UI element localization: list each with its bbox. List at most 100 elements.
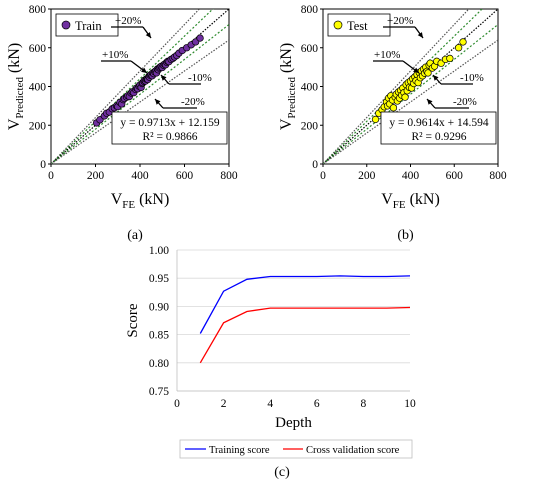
- x-tick-label: 400: [131, 170, 149, 182]
- y-tick-label: 400: [301, 82, 319, 94]
- data-points: [92, 34, 204, 127]
- plus-10-line: [323, 9, 483, 164]
- y-axis-label: VPredicted (kN): [6, 43, 26, 130]
- y-tick-label: 800: [29, 4, 47, 16]
- band-annotations: +20% +10% -10% -20%: [373, 15, 484, 109]
- arrowhead: [417, 32, 423, 38]
- legend: Train: [55, 13, 119, 37]
- x-tick-label: 600: [446, 170, 464, 182]
- band-label: -20%: [453, 96, 477, 108]
- band-label: +20%: [115, 15, 141, 27]
- legend-marker: [333, 20, 343, 30]
- data-point: [196, 34, 204, 42]
- arrowhead: [161, 75, 167, 81]
- band-label: -20%: [181, 96, 205, 108]
- y-tick-label: 800: [301, 4, 319, 16]
- y-axis-label: Score: [125, 303, 141, 337]
- x-tick-label: 6: [314, 398, 320, 410]
- regression-equation: y = 0.9713x + 12.159: [120, 117, 219, 129]
- arrowhead: [141, 67, 147, 73]
- data-point: [401, 93, 409, 101]
- scatter-panel-a: 0 200 400 600 800 0 200 400 600 800 Train y = 0.971…: [6, 4, 238, 243]
- band-annotations: +20% +10% -10% -20%: [101, 15, 212, 109]
- legend-label: Test: [347, 19, 368, 33]
- legend-box: [327, 13, 391, 37]
- arrowhead: [427, 99, 433, 105]
- x-tick-label: 600: [176, 170, 194, 182]
- y-tick-label: 0.75: [149, 386, 169, 398]
- reference-lines: [323, 9, 498, 164]
- x-tick-label: 800: [220, 170, 238, 182]
- regression-box: y = 0.9614x + 14.594 R² = 0.9296: [380, 111, 497, 145]
- arrowhead: [413, 67, 419, 73]
- y-tick-label: 600: [301, 43, 319, 55]
- y-tick-label: 0.80: [149, 358, 169, 370]
- y-tick-label: 0.85: [149, 330, 169, 342]
- plus-10-line: [51, 9, 214, 164]
- y-axis-label: VPredicted (kN): [278, 43, 298, 130]
- panel-label: (c): [274, 465, 290, 480]
- x-axis-label: VFE (kN): [111, 191, 170, 211]
- legend-marker: [61, 20, 71, 30]
- minus-10-line: [323, 24, 498, 164]
- training-score-line: [199, 275, 411, 334]
- data-point: [446, 54, 454, 63]
- legend-label-training: Training score: [209, 445, 270, 456]
- minus-20-line: [51, 39, 229, 164]
- regression-frame: [380, 111, 497, 145]
- y-tick-label: 0.95: [149, 273, 169, 285]
- legend-label-cv: Cross validation score: [306, 445, 400, 456]
- y-tick-label: 1.00: [149, 245, 169, 257]
- regression-r2: R² = 0.9296: [412, 131, 467, 143]
- regression-box: y = 0.9713x + 12.159 R² = 0.9866: [111, 111, 228, 145]
- band-label: +10%: [102, 49, 128, 61]
- data-point: [424, 69, 432, 77]
- y-tick-label: 200: [301, 120, 319, 132]
- data-point: [454, 44, 463, 52]
- panel-label: (b): [397, 228, 414, 243]
- plus-20-line: [323, 9, 470, 164]
- legend: Training score Cross validation score: [179, 439, 413, 459]
- band-label: -10%: [460, 72, 484, 84]
- legend-box: [55, 13, 119, 37]
- data-point: [389, 104, 398, 112]
- y-tick-label: 600: [29, 43, 47, 55]
- x-tick-label: 2: [221, 398, 227, 410]
- line-panel-c: 0.75 0.80 0.85 0.90 0.95 1.00 0 2 4 6 8 10 Depth Scor…: [125, 245, 416, 480]
- panel-label: (a): [127, 228, 143, 243]
- arrowhead: [433, 75, 439, 81]
- data-point: [459, 38, 467, 46]
- x-tick-label: 4: [267, 398, 273, 410]
- band-label: +10%: [374, 49, 400, 61]
- regression-equation: y = 0.9614x + 14.594: [389, 117, 488, 129]
- x-tick-label: 0: [174, 398, 180, 410]
- minus-10-line: [51, 24, 229, 164]
- band-label: -10%: [188, 72, 212, 84]
- x-tick-label: 400: [402, 170, 420, 182]
- cv-score-line: [199, 306, 411, 364]
- x-tick-label: 200: [358, 170, 376, 182]
- regression-frame: [111, 111, 228, 145]
- legend: Test: [327, 13, 391, 37]
- legend-label: Train: [75, 19, 102, 33]
- x-tick-label: 0: [48, 170, 54, 182]
- x-tick-label: 800: [489, 170, 507, 182]
- x-tick-label: 0: [320, 170, 326, 182]
- arrowhead: [145, 32, 151, 38]
- y-tick-label: 0: [312, 159, 318, 171]
- band-label: +20%: [387, 15, 413, 27]
- x-tick-label: 200: [87, 170, 105, 182]
- arrowhead: [155, 99, 161, 105]
- y-tick-label: 200: [29, 120, 47, 132]
- plus-20-line: [51, 9, 201, 164]
- x-tick-label: 10: [404, 398, 416, 410]
- x-axis-label: Depth: [275, 415, 312, 431]
- scatter-panel-b: 0 200 400 600 800 0 200 400 600 800 Test y = 0.9614…: [278, 4, 507, 243]
- y-tick-label: 400: [29, 82, 47, 94]
- data-point: [371, 115, 380, 124]
- y-tick-label: 0: [40, 159, 46, 171]
- x-tick-label: 8: [361, 398, 367, 410]
- x-axis-label: VFE (kN): [381, 191, 440, 211]
- y-tick-label: 0.90: [149, 301, 169, 313]
